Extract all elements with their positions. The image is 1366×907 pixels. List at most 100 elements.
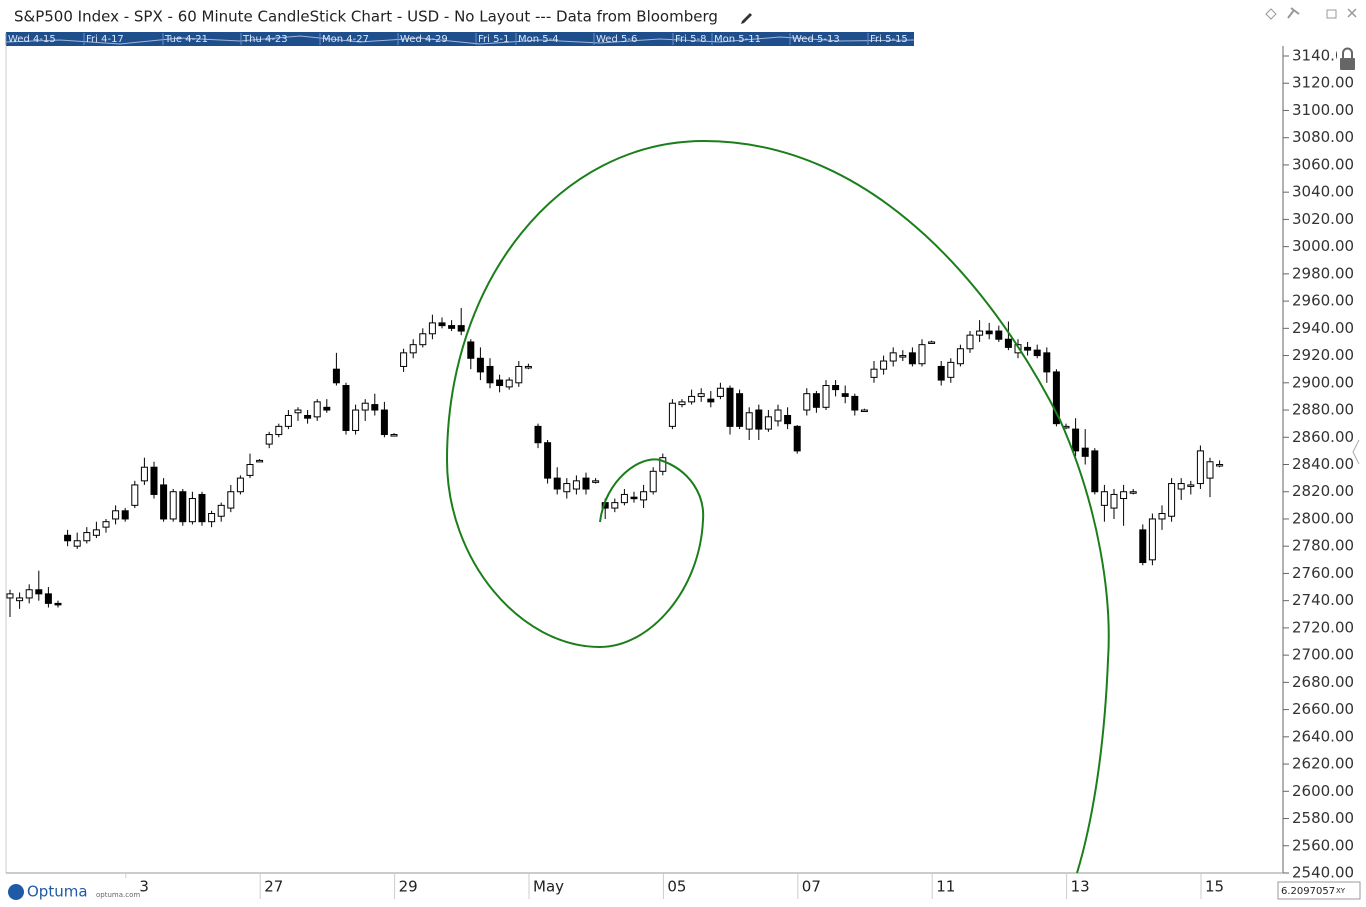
lock-shackle: [1342, 47, 1353, 58]
y-tick-label: 2900.00: [1292, 373, 1354, 391]
candle-body: [803, 393, 811, 411]
candle-body: [995, 330, 1003, 340]
candle-body: [1043, 352, 1051, 373]
candle-body: [54, 602, 62, 606]
y-tick-label: 2820.00: [1292, 482, 1354, 500]
y-tick-label: 2980.00: [1292, 264, 1354, 282]
candle-body: [1216, 464, 1224, 467]
candle-body: [515, 365, 523, 384]
y-tick-label: 2680.00: [1292, 673, 1354, 691]
y-tick-label: 3120.00: [1292, 74, 1354, 92]
y-tick-label: 2700.00: [1292, 646, 1354, 664]
candle-body: [169, 491, 177, 520]
candle-body: [985, 330, 993, 335]
y-tick-label: 2740.00: [1292, 591, 1354, 609]
y-tick-label: 2720.00: [1292, 618, 1354, 636]
x-tick-label: 05: [667, 878, 686, 896]
y-tick-label: 2940.00: [1292, 319, 1354, 337]
x-tick-label: 13: [1071, 878, 1090, 896]
y-tick-label: 2660.00: [1292, 700, 1354, 718]
candle-body: [678, 401, 686, 406]
candle-body: [486, 365, 494, 384]
readout-box[interactable]: [1277, 881, 1361, 900]
candle-body: [1081, 447, 1089, 457]
logo-text: Optuma: [27, 883, 88, 901]
y-tick-label: 2920.00: [1292, 346, 1354, 364]
candle-body: [448, 325, 456, 329]
candle-body: [1177, 483, 1185, 490]
logo-area: [4, 878, 140, 904]
candle-body: [35, 589, 43, 595]
navigator-line: [5, 35, 915, 45]
candle-body: [707, 398, 715, 403]
candle-body: [44, 593, 52, 604]
candle-body: [832, 385, 840, 391]
candle-body: [236, 477, 244, 493]
side-handle[interactable]: [1352, 439, 1360, 465]
candle-body: [1004, 338, 1012, 348]
diamond-icon[interactable]: [1265, 8, 1277, 20]
navigator-label: Tue 4-21: [164, 34, 208, 45]
fibonacci-spiral[interactable]: [445, 139, 1110, 873]
candle-body: [1100, 491, 1108, 506]
close-icon[interactable]: [1347, 8, 1357, 18]
candle-body: [438, 322, 446, 327]
candle-body: [572, 480, 580, 490]
candle-body: [726, 387, 734, 427]
readout-mode[interactable]: XY: [1336, 887, 1346, 895]
pin-icon[interactable]: [1287, 7, 1300, 19]
candle-body: [1206, 461, 1214, 479]
candle-body: [908, 352, 916, 365]
candle-body: [937, 365, 945, 381]
navigator-label: Mon 4-27: [322, 34, 369, 45]
candle-body: [774, 409, 782, 422]
navigator-label: Mon 5-4: [518, 34, 559, 45]
candle-body: [83, 532, 91, 542]
navigator-label: Wed 5-6: [596, 34, 637, 45]
y-tick-label: 2540.00: [1292, 864, 1354, 882]
candle-body: [1033, 349, 1041, 357]
candle-body: [851, 395, 859, 411]
x-tick-label: 27: [264, 878, 283, 896]
y-tick-label: 2580.00: [1292, 809, 1354, 827]
candle-body: [534, 425, 542, 444]
candle-body: [208, 513, 216, 523]
candle-body: [966, 334, 974, 350]
candle-body: [860, 409, 868, 413]
candle-body: [688, 395, 696, 403]
candle-body: [227, 491, 235, 509]
navigator-label: Fri 5-15: [870, 34, 908, 45]
navigator-strip[interactable]: [6, 32, 914, 46]
candle-body: [1091, 450, 1099, 493]
candle-body: [716, 387, 724, 397]
candle-body: [553, 477, 561, 490]
candle-body: [131, 484, 139, 506]
candle-body: [582, 477, 590, 490]
candle-body: [284, 414, 292, 427]
candle-body: [409, 344, 417, 354]
y-tick-label: 3060.00: [1292, 155, 1354, 173]
maximize-icon[interactable]: [1326, 9, 1337, 19]
lock-icon[interactable]: [1340, 58, 1355, 70]
candle-body: [92, 529, 100, 536]
candle-body: [150, 466, 158, 495]
y-tick-label: 3080.00: [1292, 128, 1354, 146]
y-tick-label: 2840.00: [1292, 455, 1354, 473]
candle-body: [457, 325, 465, 332]
x-tick-label: May: [533, 878, 564, 896]
x-tick-label: 29: [399, 878, 418, 896]
window-title: S&P500 Index - SPX - 60 Minute CandleSti…: [14, 8, 718, 26]
candle-body: [544, 442, 552, 479]
navigator-label: Wed 4-29: [400, 34, 448, 45]
y-tick-label: 2600.00: [1292, 782, 1354, 800]
edit-icon[interactable]: [741, 13, 752, 24]
candle-body: [736, 393, 744, 427]
candle-body: [784, 414, 792, 425]
candle-body: [1168, 483, 1176, 517]
candle-body: [380, 409, 388, 436]
candle-body: [563, 483, 571, 493]
candle-body: [371, 404, 379, 411]
candle-body: [112, 510, 120, 520]
candle-body: [1110, 493, 1118, 509]
